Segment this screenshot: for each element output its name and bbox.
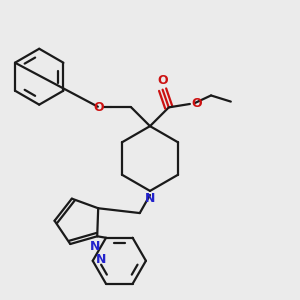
Text: O: O xyxy=(94,101,104,114)
Text: N: N xyxy=(95,253,106,266)
Text: N: N xyxy=(145,192,155,205)
Text: O: O xyxy=(157,74,168,87)
Text: O: O xyxy=(191,98,202,110)
Text: N: N xyxy=(90,240,101,253)
